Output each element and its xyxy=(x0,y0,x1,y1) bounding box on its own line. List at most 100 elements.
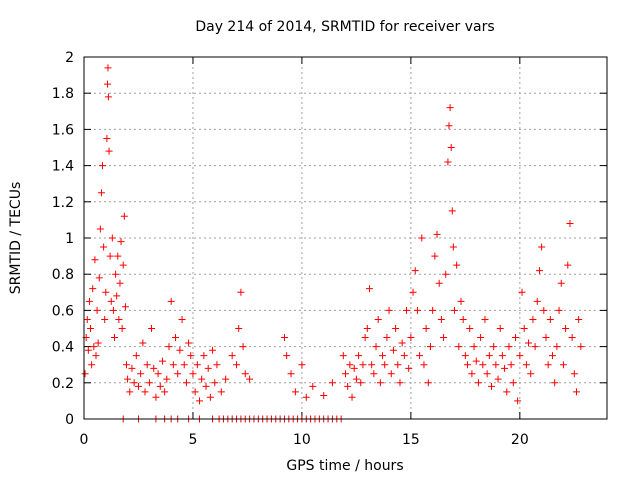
data-point xyxy=(161,388,169,396)
data-point xyxy=(150,364,158,372)
data-point xyxy=(562,325,570,332)
data-point xyxy=(448,207,456,215)
data-point xyxy=(559,361,567,369)
data-point xyxy=(540,306,548,314)
data-point xyxy=(422,325,430,332)
data-point xyxy=(120,212,128,220)
data-point xyxy=(405,364,413,372)
data-point xyxy=(178,315,186,323)
data-point xyxy=(424,379,432,387)
data-point xyxy=(468,370,476,378)
data-point xyxy=(492,361,500,369)
data-point xyxy=(518,288,526,296)
data-point xyxy=(100,243,108,251)
data-point xyxy=(365,285,373,293)
data-point xyxy=(437,315,445,323)
data-point xyxy=(474,379,482,387)
data-point xyxy=(99,162,107,170)
data-point xyxy=(167,297,175,305)
data-point xyxy=(107,297,115,305)
data-point xyxy=(104,64,112,72)
data-point xyxy=(450,306,458,314)
data-point xyxy=(383,334,391,342)
data-point xyxy=(235,325,243,332)
y-tick-label: 1.8 xyxy=(52,86,74,102)
data-point xyxy=(505,343,513,351)
data-point xyxy=(496,325,504,332)
data-point xyxy=(359,361,367,369)
data-point xyxy=(509,379,517,387)
data-point xyxy=(511,334,519,342)
data-point xyxy=(85,297,93,305)
data-point xyxy=(445,122,453,130)
data-point xyxy=(392,325,400,332)
data-point xyxy=(139,339,147,347)
data-point xyxy=(572,388,580,396)
y-tick-label: 1.4 xyxy=(52,159,74,175)
data-point xyxy=(124,375,132,383)
data-point xyxy=(453,261,461,269)
y-tick-label: 0.8 xyxy=(52,267,74,283)
data-point xyxy=(538,243,546,251)
data-point xyxy=(544,361,552,369)
data-point xyxy=(479,361,487,369)
data-point xyxy=(206,393,214,401)
data-point xyxy=(385,306,393,314)
data-point xyxy=(141,388,149,396)
data-point xyxy=(158,357,166,365)
data-point xyxy=(118,325,126,332)
plot-border xyxy=(83,56,608,420)
data-point xyxy=(342,370,349,378)
data-point xyxy=(418,234,426,242)
data-point xyxy=(564,261,572,269)
data-point xyxy=(570,370,578,378)
data-point xyxy=(350,364,358,372)
x-tick-label: 20 xyxy=(511,432,529,448)
data-point xyxy=(109,306,117,314)
data-point xyxy=(97,189,105,197)
data-point xyxy=(568,334,576,342)
data-point xyxy=(520,325,528,332)
y-tick-label: 2 xyxy=(65,50,74,66)
y-tick-label: 0.4 xyxy=(52,340,74,356)
data-point xyxy=(130,379,138,387)
data-point xyxy=(447,144,455,151)
data-point xyxy=(381,361,389,369)
data-point xyxy=(222,375,230,383)
data-point xyxy=(302,393,310,401)
data-point xyxy=(551,379,559,387)
data-point xyxy=(239,343,247,351)
data-point xyxy=(416,352,424,360)
data-point xyxy=(121,303,129,311)
data-point xyxy=(92,352,100,360)
data-point xyxy=(374,315,382,323)
data-point xyxy=(514,397,522,405)
data-point xyxy=(328,379,336,387)
data-point xyxy=(577,343,585,351)
data-point xyxy=(152,393,160,401)
data-point xyxy=(429,306,437,314)
data-point xyxy=(527,370,535,378)
data-point xyxy=(372,343,380,351)
data-point xyxy=(195,397,203,405)
data-point xyxy=(398,339,406,347)
data-point xyxy=(542,334,550,342)
chart-title: Day 214 of 2014, SRMTID for receiver var… xyxy=(195,19,494,35)
data-point xyxy=(128,364,136,372)
data-point xyxy=(352,375,360,383)
data-point xyxy=(557,279,565,287)
data-point xyxy=(189,370,197,378)
data-point xyxy=(339,352,347,360)
data-point xyxy=(490,343,498,351)
data-point xyxy=(126,388,134,396)
data-point xyxy=(102,288,110,296)
data-point xyxy=(280,334,288,342)
data-point xyxy=(483,370,491,378)
data-point xyxy=(464,361,472,369)
data-point xyxy=(187,352,195,360)
data-point xyxy=(348,393,356,401)
data-point xyxy=(455,343,463,351)
data-point xyxy=(389,346,397,354)
x-tick-label: 5 xyxy=(188,432,197,448)
